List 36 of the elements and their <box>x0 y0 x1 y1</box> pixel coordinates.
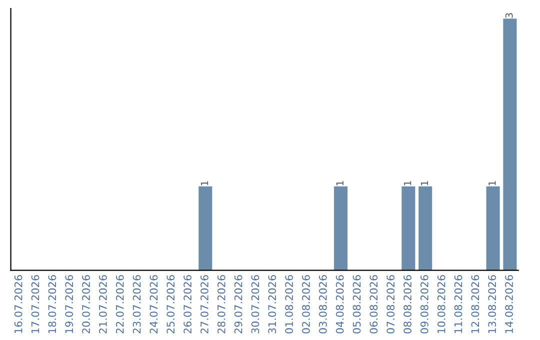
data-label: 3 <box>505 13 513 18</box>
x-tick-label: 25.07.2026 <box>166 275 175 334</box>
x-tick-label: 18.07.2026 <box>48 275 56 333</box>
x-tick-label: 01.08.2026 <box>285 275 293 334</box>
x-tick-label: 06.08.2026 <box>370 275 378 334</box>
x-tick-label: 03.08.2026 <box>318 275 327 334</box>
x-tick-label: 13.08.2026 <box>488 275 496 333</box>
x-tick-label: 26.07.2026 <box>184 275 192 334</box>
x-tick-label: 04.08.2026 <box>336 275 344 334</box>
x-tick-label: 30.07.2026 <box>251 275 260 334</box>
x-tick-label: 27.07.2026 <box>200 275 208 334</box>
x-tick-label: 09.08.2026 <box>420 275 428 334</box>
data-label: 1 <box>404 181 412 186</box>
x-tick-label: 12.08.2026 <box>471 275 480 333</box>
x-tick-label: 08.08.2026 <box>404 275 412 334</box>
x-tick-label: 02.08.2026 <box>302 275 310 334</box>
data-label: 1 <box>420 181 428 186</box>
x-tick-label: 23.07.2026 <box>132 275 141 334</box>
x-tick-label: 20.07.2026 <box>82 275 90 334</box>
x-tick-label: 14.08.2026 <box>505 275 513 333</box>
x-tick-label: 05.08.2026 <box>352 275 361 334</box>
x-tick-label: 07.08.2026 <box>386 275 395 334</box>
x-tick-label: 16.07.2026 <box>14 275 22 333</box>
x-tick-label: 24.07.2026 <box>150 275 158 334</box>
x-tick-label: 17.07.2026 <box>31 275 40 333</box>
x-tick-label: 31.07.2026 <box>268 275 276 334</box>
x-tick-label: 19.07.2026 <box>65 275 74 333</box>
x-tick-label: 28.07.2026 <box>217 275 226 334</box>
x-tick-label: 11.08.2026 <box>454 275 462 333</box>
data-label: 1 <box>488 181 496 186</box>
x-tick-label: 29.07.2026 <box>234 275 242 334</box>
data-label: 1 <box>200 181 208 186</box>
x-tick-label: 22.07.2026 <box>116 275 124 334</box>
x-tick-label: 10.08.2026 <box>437 275 446 333</box>
data-label: 1 <box>336 181 344 186</box>
x-tick-label: 21.07.2026 <box>99 275 107 334</box>
